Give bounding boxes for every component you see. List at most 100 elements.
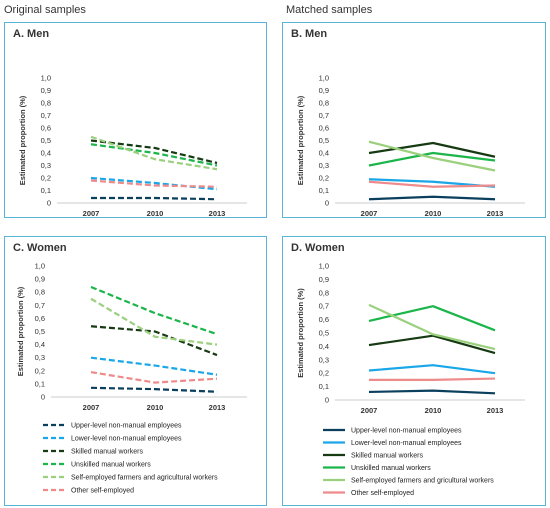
y-tick-label: 1,0	[319, 262, 329, 271]
y-tick-label: 0,9	[41, 86, 51, 95]
legend-label: Lower-level non-manual employees	[71, 436, 182, 443]
x-tick-label: 2007	[361, 209, 378, 218]
chart-b-men: 0 0,1 0,2 0,3 0,4 0,5 0,6 0,7 0,8 0,9 1,0 Estimated…	[296, 74, 525, 218]
y-tick-label: 0	[41, 393, 45, 402]
y-tick-label: 0,7	[319, 111, 329, 120]
legend-label: Unskilled manual workers	[351, 465, 431, 472]
panel-a-men: A. Men 0 0,1 0,2 0,3 0,4 0,5 0,6 0,7 0,8 0,9 1,0 Es…	[4, 22, 267, 218]
y-tick-label: 0	[325, 396, 329, 405]
y-tick-label: 0,6	[319, 124, 329, 133]
y-tick-label: 0,8	[41, 99, 51, 108]
y-tick-label: 1,0	[41, 74, 51, 83]
series-line-2	[368, 364, 496, 375]
y-tick-label: 0,7	[35, 301, 45, 310]
y-tick-label: 0,3	[319, 161, 329, 170]
panel-title: A. Men	[13, 28, 50, 40]
y-tick-label: 0,7	[319, 302, 329, 311]
panel-d-women: D. Women 0 0,1 0,2 0,3 0,4 0,5 0,6 0,7 0,8 0,9 1,0…	[282, 236, 546, 506]
series-line-2	[90, 176, 218, 191]
series-line-6	[369, 377, 496, 381]
y-tick-label: 0,1	[319, 382, 329, 391]
x-tick-label: 2010	[147, 403, 164, 412]
series-line-1	[90, 386, 218, 393]
panel-title: B. Men	[291, 28, 328, 40]
legend-label: Self-employed farmers and gricultural wo…	[351, 478, 494, 485]
series-line-6	[90, 179, 218, 188]
legend-label: Other self-employed	[351, 490, 414, 497]
panel-c-women: C. Women 0 0,1 0,2 0,3 0,4 0,5 0,6 0,7 0,8 0,9 1,0…	[4, 236, 267, 506]
series-line-3	[368, 141, 496, 158]
y-tick-label: 1,0	[319, 74, 329, 83]
x-tick-label: 2013	[487, 209, 504, 218]
y-tick-label: 0	[47, 199, 51, 208]
y-tick-label: 0,9	[35, 275, 45, 284]
legend-label: Self-employed farmers and agricultural w…	[71, 475, 218, 482]
y-tick-label: 0,3	[35, 353, 45, 362]
x-tick-label: 2010	[147, 209, 164, 218]
series-line-1	[368, 389, 496, 395]
y-tick-label: 0,2	[319, 369, 329, 378]
y-tick-label: 0,5	[35, 327, 45, 336]
y-tick-label: 0,9	[319, 275, 329, 284]
legend-label: Upper-level non-manual employees	[351, 428, 462, 435]
y-tick-label: 0,2	[41, 174, 51, 183]
y-axis-label: Estimated proportion (%)	[18, 95, 27, 185]
y-tick-label: 0,4	[319, 149, 329, 158]
series-line-5	[368, 303, 496, 351]
x-tick-label: 2010	[425, 209, 442, 218]
series-line-4	[368, 151, 496, 167]
y-tick-label: 0	[325, 199, 329, 208]
series-line-4	[90, 143, 218, 167]
y-tick-label: 0,4	[41, 149, 51, 158]
legend-label: Upper-level non-manual employees	[71, 423, 182, 430]
x-tick-label: 2010	[425, 406, 442, 415]
y-tick-label: 0,5	[319, 329, 329, 338]
series-line-5	[368, 140, 496, 172]
y-tick-label: 0,3	[319, 355, 329, 364]
x-tick-label: 2007	[83, 403, 100, 412]
legend-label: Lower-level non-manual employees	[351, 440, 462, 447]
series-line-4	[368, 305, 496, 332]
x-tick-label: 2007	[361, 406, 378, 415]
y-tick-label: 0,2	[35, 366, 45, 375]
series-line-6	[90, 371, 218, 384]
x-tick-label: 2013	[209, 209, 226, 218]
series-line-3	[368, 334, 496, 355]
y-tick-label: 0,6	[319, 315, 329, 324]
series-line-3	[90, 325, 218, 357]
y-tick-label: 0,1	[319, 186, 329, 195]
y-tick-label: 0,3	[41, 161, 51, 170]
legend-label: Other self-employed	[71, 488, 134, 495]
x-tick-label: 2007	[83, 209, 100, 218]
legend-label: Unskilled manual workers	[71, 462, 151, 469]
y-axis-label: Estimated proportion (%)	[296, 288, 305, 378]
y-tick-label: 1,0	[35, 262, 45, 271]
y-tick-label: 0,6	[35, 314, 45, 323]
legend-label: Skilled manual workers	[71, 449, 143, 456]
y-axis-label: Estimated proportion (%)	[296, 95, 305, 185]
series-line-1	[91, 196, 218, 201]
chart-c-women: 0 0,1 0,2 0,3 0,4 0,5 0,6 0,7 0,8 0,9 1,0 Estimated…	[16, 262, 247, 495]
chart-d-women: 0 0,1 0,2 0,3 0,4 0,5 0,6 0,7 0,8 0,9 1,0 Estimated…	[296, 262, 525, 497]
series-line-4	[90, 285, 218, 336]
panel-title: D. Women	[291, 242, 345, 254]
y-tick-label: 0,1	[35, 379, 45, 388]
y-tick-label: 0,5	[319, 136, 329, 145]
series-line-1	[368, 195, 496, 201]
series-line-5	[90, 135, 218, 171]
x-tick-label: 2013	[209, 403, 226, 412]
series-line-6	[368, 180, 496, 188]
y-tick-label: 0,5	[41, 136, 51, 145]
panel-title: C. Women	[13, 242, 67, 254]
y-tick-label: 0,4	[35, 340, 45, 349]
y-tick-label: 0,7	[41, 111, 51, 120]
y-tick-label: 0,8	[319, 288, 329, 297]
series-line-5	[90, 297, 218, 346]
original-samples-heading: Original samples	[4, 4, 86, 16]
y-axis-label: Estimated proportion (%)	[16, 286, 25, 376]
x-tick-label: 2013	[487, 406, 504, 415]
y-tick-label: 0,2	[319, 174, 329, 183]
legend-label: Skilled manual workers	[351, 453, 423, 460]
chart-a-men: 0 0,1 0,2 0,3 0,4 0,5 0,6 0,7 0,8 0,9 1,0 Estimated…	[18, 74, 247, 218]
y-tick-label: 0,8	[319, 99, 329, 108]
